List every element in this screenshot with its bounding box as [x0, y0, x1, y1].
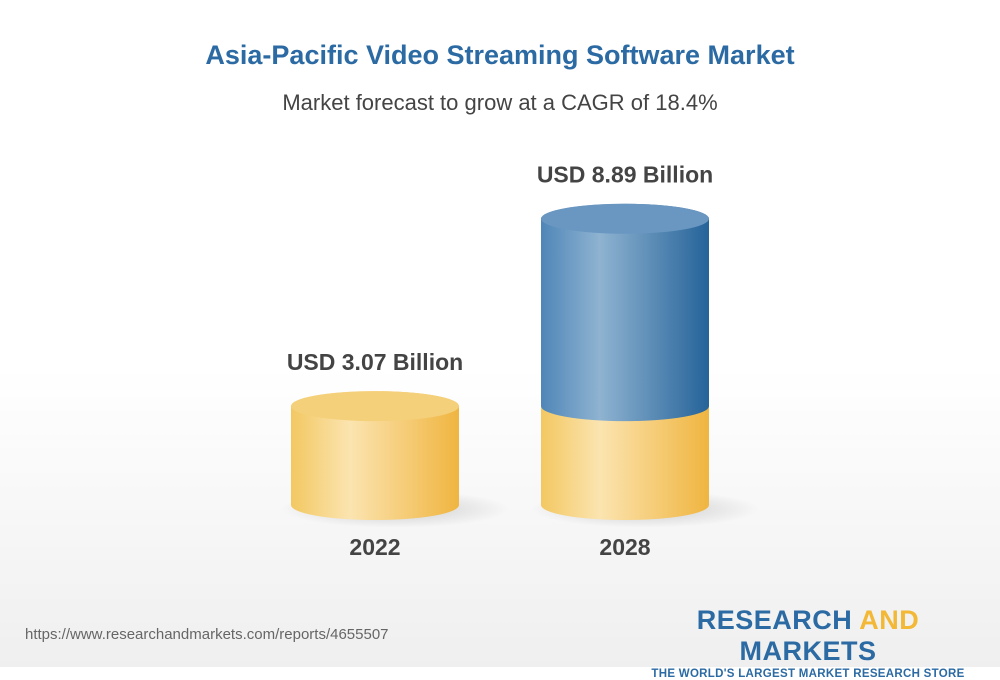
data-label: USD 8.89 Billion — [537, 162, 713, 188]
source-url[interactable]: https://www.researchandmarkets.com/repor… — [25, 626, 389, 643]
data-label: USD 3.07 Billion — [287, 349, 463, 375]
cylinder-base-2022-body — [291, 391, 459, 520]
cylinder-chart: USD 3.07 Billion 2022 USD 8.89 Billion 2028 — [281, 162, 759, 560]
brand-logo: RESEARCH AND MARKETS THE WORLD'S LARGEST… — [651, 605, 965, 680]
category-label: 2022 — [349, 534, 400, 560]
cylinder-top-2028 — [541, 203, 709, 234]
category-label: 2028 — [599, 534, 650, 560]
chart-subtitle: Market forecast to grow at a CAGR of 18.… — [282, 90, 718, 115]
cylinder-base-2028-body — [541, 391, 709, 520]
cylinder-top-2022 — [291, 391, 459, 422]
cylinder-growth-2028-body — [541, 203, 709, 422]
chart-title: Asia-Pacific Video Streaming Software Ma… — [205, 40, 795, 70]
